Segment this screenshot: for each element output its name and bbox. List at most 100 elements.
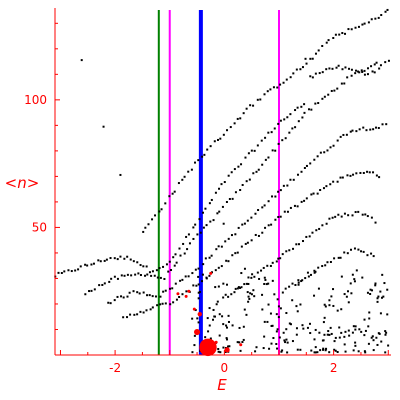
data-point-448 <box>259 98 262 101</box>
data-point-446 <box>252 104 255 107</box>
data-point-18 <box>113 257 116 260</box>
data-point-74 <box>296 106 299 109</box>
data-point-20 <box>119 255 122 258</box>
data-point-91 <box>126 273 129 276</box>
data-point-408 <box>362 250 365 253</box>
data-point-291 <box>236 251 239 254</box>
data-point-629 <box>197 321 200 324</box>
data-point-556 <box>379 290 382 293</box>
data-point-533 <box>324 349 327 352</box>
data-point-749 <box>241 341 244 344</box>
data-point-341 <box>243 283 246 286</box>
data-point-475 <box>347 28 350 31</box>
data-point-347 <box>262 266 265 269</box>
data-point-773 <box>364 329 367 332</box>
data-point-741 <box>263 276 266 279</box>
data-point-108 <box>183 252 186 255</box>
data-point-559 <box>222 282 225 285</box>
data-point-768 <box>217 347 220 350</box>
data-point-521 <box>237 286 240 289</box>
data-point-268 <box>161 302 164 305</box>
data-point-583 <box>376 300 379 303</box>
data-point-44 <box>198 218 201 221</box>
data-point-635 <box>193 344 196 347</box>
data-point-697 <box>289 323 292 326</box>
data-point-62 <box>256 144 259 147</box>
data-point-88 <box>116 277 119 280</box>
data-point-138 <box>281 139 284 142</box>
data-point-251 <box>375 126 378 129</box>
data-point-663 <box>306 326 309 329</box>
data-point-105 <box>173 264 176 267</box>
data-point-464 <box>311 57 314 60</box>
data-point-509 <box>373 71 376 74</box>
data-point-270 <box>169 303 172 306</box>
data-point-745 <box>384 351 387 354</box>
data-point-200 <box>208 256 211 259</box>
data-point-230 <box>305 164 308 167</box>
data-point-5 <box>70 270 73 273</box>
data-point-669 <box>227 345 230 348</box>
data-point-632 <box>323 316 326 319</box>
data-point-153 <box>330 89 333 92</box>
data-point-536 <box>261 308 264 311</box>
data-point-206 <box>227 237 230 240</box>
data-point-706 <box>336 351 339 354</box>
data-point-470 <box>332 36 335 39</box>
data-point-589 <box>288 322 291 325</box>
data-point-594 <box>348 334 351 337</box>
highlight-point-5 <box>184 294 188 298</box>
data-point-19 <box>116 258 119 261</box>
data-point-563 <box>369 288 372 291</box>
data-point-499 <box>341 68 344 71</box>
data-point-31 <box>155 269 158 272</box>
data-point-11 <box>90 263 93 266</box>
data-point-83 <box>101 283 104 286</box>
data-point-176 <box>128 291 131 294</box>
data-point-104 <box>170 269 173 272</box>
data-point-122 <box>228 197 231 200</box>
data-point-465 <box>314 52 317 55</box>
data-point-613 <box>227 314 230 317</box>
data-point-312 <box>305 197 308 200</box>
data-point-178 <box>136 291 139 294</box>
data-point-296 <box>254 233 257 236</box>
data-point-631 <box>374 282 377 285</box>
data-point-231 <box>309 162 312 165</box>
data-point-428 <box>194 161 197 164</box>
data-point-352 <box>279 257 282 260</box>
data-point-390 <box>304 277 307 280</box>
data-point-725 <box>328 299 331 302</box>
data-point-107 <box>179 254 182 257</box>
data-point-2 <box>60 272 63 275</box>
data-point-619 <box>221 315 224 318</box>
data-point-180 <box>142 291 145 294</box>
x-tick-label-2: 2 <box>330 361 338 375</box>
data-point-93 <box>134 273 137 276</box>
data-point-221 <box>277 190 280 193</box>
data-point-506 <box>363 73 366 76</box>
data-point-22 <box>126 255 129 258</box>
data-point-279 <box>197 283 200 286</box>
data-point-746 <box>340 331 343 334</box>
data-point-71 <box>286 116 289 119</box>
data-point-339 <box>236 287 239 290</box>
data-point-422 <box>173 190 176 193</box>
data-point-755 <box>234 287 237 290</box>
data-point-664 <box>208 307 211 310</box>
data-point-753 <box>377 332 380 335</box>
data-point-367 <box>328 217 331 220</box>
data-point-323 <box>341 176 344 179</box>
data-point-219 <box>271 195 274 198</box>
data-point-435 <box>216 138 219 141</box>
data-point-254 <box>385 123 388 126</box>
data-point-610 <box>361 276 364 279</box>
data-point-303 <box>277 215 280 218</box>
data-point-590 <box>325 347 328 350</box>
data-point-289 <box>231 254 234 257</box>
data-point-335 <box>222 222 225 225</box>
data-point-769 <box>239 349 242 352</box>
data-point-477 <box>354 26 357 29</box>
data-point-476 <box>350 28 353 31</box>
data-point-560 <box>372 349 375 352</box>
